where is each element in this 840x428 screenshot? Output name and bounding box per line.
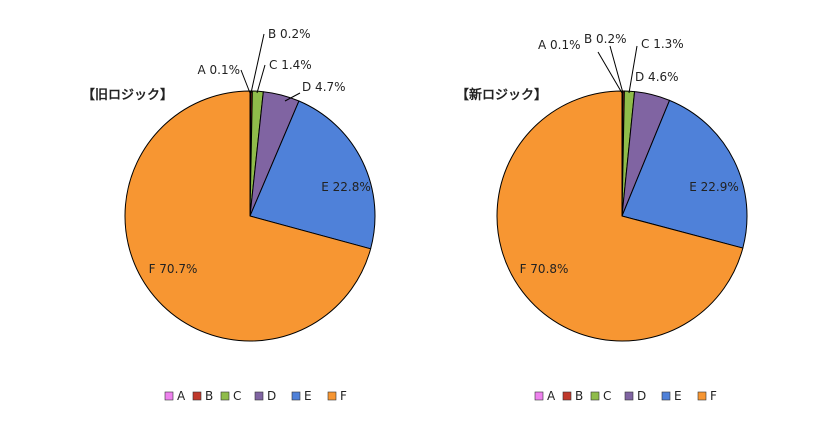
- legend-swatch-new-c: [590, 391, 600, 401]
- legend-swatch-new-d: [624, 391, 634, 401]
- data-label-old-c: C 1.4%: [269, 58, 312, 72]
- leader-line-old-c: [256, 64, 266, 94]
- legend-label-old-b: B: [205, 389, 213, 403]
- legend-label-old-f: F: [340, 389, 347, 403]
- pie-slice-old-e: [249, 100, 376, 250]
- data-label-new-d: D 4.6%: [635, 70, 679, 84]
- legend-label-new-f: F: [710, 389, 717, 403]
- data-label-new-a: A 0.1%: [538, 38, 581, 52]
- legend-swatch-new-b: [562, 391, 572, 401]
- data-label-new-e: E 22.9%: [689, 180, 739, 194]
- legend-label-old-e: E: [304, 389, 312, 403]
- pie-slice-new-f: [496, 90, 744, 342]
- legend-label-new-a: A: [547, 389, 556, 403]
- legend-swatch-old-f: [327, 391, 337, 401]
- legend-label-old-d: D: [267, 389, 276, 403]
- data-label-old-e: E 22.8%: [321, 180, 371, 194]
- chart-title-new: 【新ロジック】: [456, 87, 547, 103]
- data-label-new-f: F 70.8%: [520, 262, 569, 276]
- leader-line-new-b: [609, 45, 624, 94]
- leader-line-old-a: [240, 69, 251, 94]
- legend-swatch-old-a: [164, 391, 174, 401]
- legend-old: A B C D E F: [164, 389, 347, 403]
- pie-slice-old-f: [124, 90, 372, 342]
- legend-swatch-old-e: [291, 391, 301, 401]
- legend-label-new-e: E: [674, 389, 682, 403]
- legend-swatch-new-f: [697, 391, 707, 401]
- legend-label-new-d: D: [637, 389, 646, 403]
- chart-title-old: 【旧ロジック】: [82, 87, 173, 103]
- data-label-new-c: C 1.3%: [641, 37, 684, 51]
- legend-swatch-old-c: [220, 391, 230, 401]
- leader-line-new-c: [628, 45, 638, 94]
- legend-label-new-b: B: [575, 389, 583, 403]
- legend-swatch-old-b: [192, 391, 202, 401]
- legend-new: A B C D E F: [534, 389, 717, 403]
- data-label-old-f: F 70.7%: [149, 262, 198, 276]
- legend-swatch-new-a: [534, 391, 544, 401]
- legend-label-old-a: A: [177, 389, 186, 403]
- legend-label-new-c: C: [603, 389, 611, 403]
- data-label-old-b: B 0.2%: [268, 27, 311, 41]
- leader-line-old-b: [250, 33, 265, 94]
- data-label-old-d: D 4.7%: [302, 80, 346, 94]
- leader-line-new-a: [597, 51, 623, 94]
- legend-label-old-c: C: [233, 389, 241, 403]
- data-label-new-b: B 0.2%: [584, 32, 627, 46]
- legend-swatch-new-e: [661, 391, 671, 401]
- pie-slice-new-e: [621, 99, 748, 249]
- legend-swatch-old-d: [254, 391, 264, 401]
- data-label-old-a: A 0.1%: [197, 63, 240, 77]
- leader-line-old-d: [284, 92, 301, 102]
